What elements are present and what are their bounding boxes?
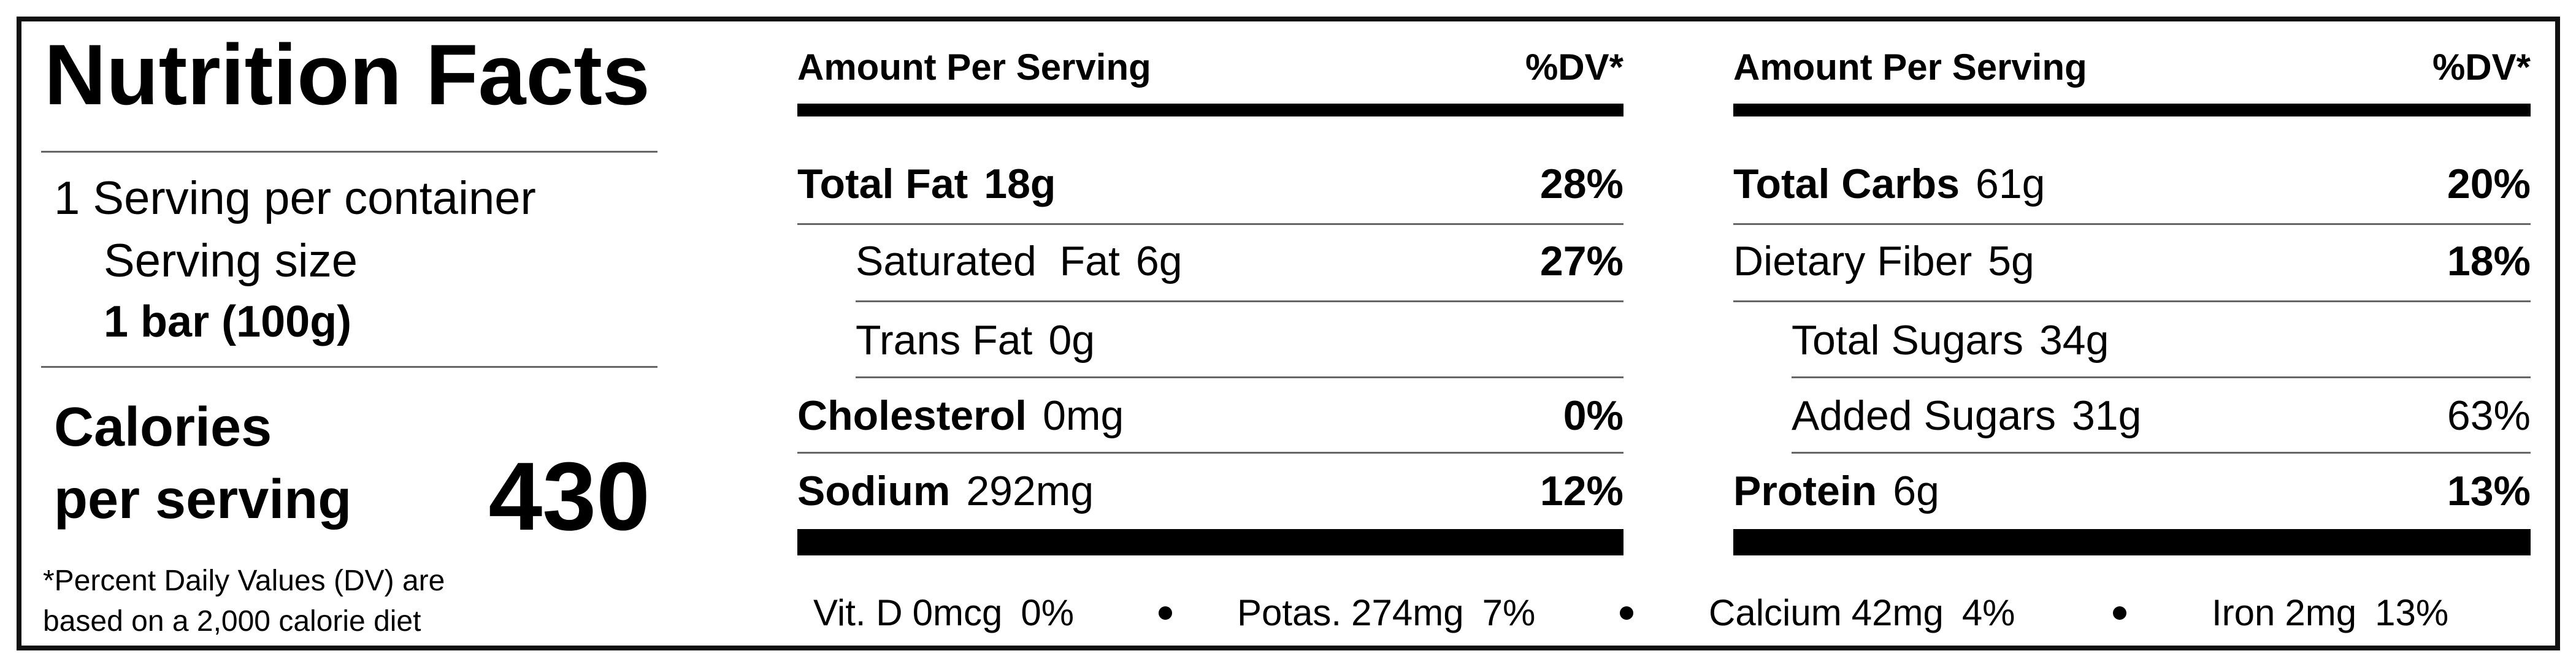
nutrient-name: Trans Fat <box>856 317 1033 364</box>
serving-size: 1 bar (100g) <box>104 297 352 346</box>
mineral-dv: 4% <box>1961 592 2015 633</box>
calories-value: 430 <box>488 443 650 551</box>
column-header-dv: %DV* <box>2432 47 2531 88</box>
nutrient-row: Added Sugars 31g <box>1792 395 2141 436</box>
divider <box>41 366 657 368</box>
column-header: Amount Per Serving <box>1733 47 2087 88</box>
nutrient-amount: 6g <box>1135 238 1183 284</box>
nutrient-name: Total Carbs <box>1733 161 1960 207</box>
nutrient-amount: 31g <box>2071 392 2142 439</box>
nutrient-name: Sodium <box>797 468 951 514</box>
mineral-amount: 0mcg <box>912 592 1003 633</box>
nutrient-row: Sodium 292mg <box>797 470 1094 512</box>
mineral-dv: 13% <box>2375 592 2449 633</box>
mineral-amount: 2mg <box>2285 592 2357 633</box>
nutrient-name: Protein <box>1733 468 1877 514</box>
row-divider <box>856 376 1623 378</box>
nutrient-name: Cholesterol <box>797 392 1027 439</box>
nutrient-name: Dietary Fiber <box>1733 238 1972 284</box>
nutrient-dv: 18% <box>2447 238 2531 284</box>
bullet <box>1159 606 1172 620</box>
nutrient-row: Dietary Fiber 5g <box>1733 240 2034 282</box>
nutrient-dv: 12% <box>1539 468 1623 514</box>
bullet <box>2113 606 2126 620</box>
nutrient-amount: 5g <box>1988 238 2034 284</box>
footnote: *Percent Daily Values (DV) are <box>43 565 445 597</box>
thick-rule <box>1733 104 2531 116</box>
calories-label: Calories <box>54 397 272 458</box>
mineral-name: Iron <box>2212 592 2275 633</box>
mineral-amount: 42mg <box>1851 592 1944 633</box>
nutrient-dv: 13% <box>2447 468 2531 514</box>
row-divider <box>856 300 1623 302</box>
row-divider <box>797 223 1623 225</box>
mineral-name: Calcium <box>1709 592 1842 633</box>
footnote: based on a 2,000 calorie diet <box>43 605 421 638</box>
mineral: Vit. D 0mcg 0% <box>813 595 1074 631</box>
nutrient-amount: 61g <box>1976 161 2045 207</box>
serving-size-label: Serving size <box>104 235 358 287</box>
nutrient-row: Total Fat 18g <box>797 163 1056 205</box>
nutrient-row: Trans Fat 0g <box>856 319 1095 361</box>
nutrient-row: Total Carbs 61g <box>1733 163 2045 205</box>
nutrient-amount: 0mg <box>1043 392 1124 439</box>
nutrient-row: Protein 6g <box>1733 470 1939 512</box>
mineral-dv: 7% <box>1482 592 1536 633</box>
nutrient-amount: 18g <box>984 161 1056 207</box>
row-divider <box>1733 223 2531 225</box>
nutrient-dv: 0% <box>1563 392 1623 439</box>
bullet <box>1620 606 1633 620</box>
servings: 1 Serving per container <box>54 172 536 224</box>
nutrient-name: Total Sugars <box>1792 317 2023 364</box>
nutrient-amount: 292mg <box>966 468 1094 514</box>
nutrient-row: Saturated Fat 6g <box>856 240 1183 282</box>
nutrient-dv: 27% <box>1539 238 1623 284</box>
nutrient-amount: 0g <box>1048 317 1095 364</box>
mineral-name: Potas. <box>1237 592 1342 633</box>
divider <box>41 151 657 153</box>
mineral-dv: 0% <box>1021 592 1075 633</box>
thick-rule <box>797 529 1623 555</box>
mineral-amount: 274mg <box>1351 592 1464 633</box>
mineral: Potas. 274mg 7% <box>1237 595 1535 631</box>
nutrient-dv: 63% <box>2447 392 2531 439</box>
nutrient-amount: 6g <box>1893 468 1939 514</box>
row-divider <box>1792 452 2531 454</box>
row-divider <box>1792 376 2531 378</box>
column-header: Amount Per Serving <box>797 47 1151 88</box>
column-header-dv: %DV* <box>1525 47 1623 88</box>
nutrient-amount: 34g <box>2039 317 2109 364</box>
mineral: Iron 2mg 13% <box>2212 595 2448 631</box>
title: Nutrition Facts <box>44 26 650 123</box>
nutrient-name: Saturated Fat <box>856 238 1120 284</box>
row-divider <box>1733 300 2531 302</box>
row-divider <box>797 452 1623 454</box>
nutrient-row: Cholesterol 0mg <box>797 395 1124 436</box>
thick-rule <box>1733 529 2531 555</box>
mineral: Calcium 42mg 4% <box>1709 595 2015 631</box>
nutrient-dv: 28% <box>1539 161 1623 207</box>
thick-rule <box>797 104 1623 116</box>
nutrient-name: Total Fat <box>797 161 968 207</box>
mineral-name: Vit. D <box>813 592 903 633</box>
nutrition-label <box>17 17 2560 650</box>
nutrient-row: Total Sugars 34g <box>1792 319 2109 361</box>
calories-label: per serving <box>54 469 352 530</box>
nutrient-name: Added Sugars <box>1792 392 2056 439</box>
nutrient-dv: 20% <box>2447 161 2531 207</box>
